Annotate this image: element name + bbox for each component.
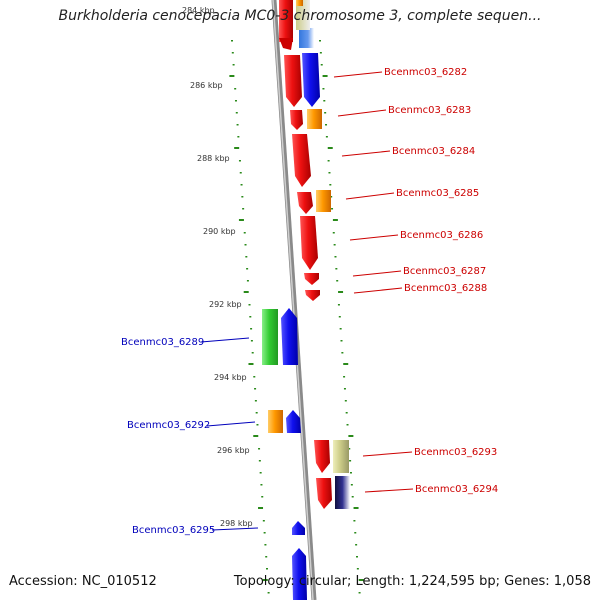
gene-feature-6289[interactable] [262,309,278,365]
gene-label-6293[interactable]: Bcenmc03_6293 [414,447,497,458]
top-cut-kbp-label: 284 kbp [182,6,215,15]
gene-feature-bottom-blue[interactable] [292,548,307,600]
gene-feature-6283-orange[interactable] [307,109,322,129]
gene-feature-6292[interactable] [268,410,283,433]
leader-line-6295 [211,527,259,531]
gene-feature-top-red-arrow [279,38,293,50]
gene-label-6283[interactable]: Bcenmc03_6283 [388,105,471,116]
gene-label-6285[interactable]: Bcenmc03_6285 [396,188,479,199]
gene-feature-6294[interactable] [316,478,332,509]
gene-label-6284[interactable]: Bcenmc03_6284 [392,146,475,157]
gene-label-6294[interactable]: Bcenmc03_6294 [415,484,498,495]
gene-feature-6283[interactable] [290,110,303,130]
gene-feature-6287[interactable] [304,273,319,285]
gene-feature-6289-blue[interactable] [281,308,298,365]
gene-feature-6292-blue[interactable] [286,410,301,433]
gene-feature-6295[interactable] [292,521,305,535]
gene-feature-6293-khaki[interactable] [333,440,349,473]
kbp-ticks [229,40,364,594]
gene-feature-top-bluewhite[interactable] [299,28,314,48]
leader-line-6294 [364,488,414,493]
leader-line-6282 [333,71,383,78]
genome-summary-text: Topology: circular; Length: 1,224,595 bp… [233,574,591,589]
gene-label-6288[interactable]: Bcenmc03_6288 [404,283,487,294]
gene-feature-6286[interactable] [300,216,318,270]
accession-text: Accession: NC_010512 [9,574,157,589]
backbone-highlight [272,0,314,600]
gene-feature-6282[interactable] [284,55,302,107]
gene-feature-6294-navy[interactable] [335,476,350,509]
gene-feature-top-orange[interactable] [296,0,303,6]
kbp-label-294: 294 kbp [214,373,247,382]
gene-feature-6293[interactable] [314,440,330,473]
gene-feature-6282-blue[interactable] [302,53,320,107]
gene-feature-6285[interactable] [297,192,313,214]
page-title: Burkholderia cenocepacia MC0-3 chromosom… [58,8,542,24]
kbp-label-298: 298 kbp [220,519,253,528]
gene-feature-top-khaki[interactable] [296,0,310,30]
gene-label-6295[interactable]: Bcenmc03_6295 [132,525,215,536]
kbp-label-288: 288 kbp [197,154,230,163]
kbp-label-286: 286 kbp [190,81,223,90]
leader-line-6293 [362,451,413,457]
leader-line-6285 [345,192,395,200]
gene-label-6292[interactable]: Bcenmc03_6292 [127,420,210,431]
gene-feature-top-red[interactable] [279,0,293,42]
leader-line-6284 [341,150,391,157]
leader-line-6289 [200,337,250,343]
gene-label-6286[interactable]: Bcenmc03_6286 [400,230,483,241]
gene-feature-6285-orange[interactable] [316,190,331,212]
kbp-label-296: 296 kbp [217,446,250,455]
gene-label-6287[interactable]: Bcenmc03_6287 [403,266,486,277]
leader-line-6286 [349,234,399,241]
kbp-label-292: 292 kbp [209,300,242,309]
leader-line-6292 [206,421,256,427]
leader-line-6287 [352,270,402,277]
gene-label-6289[interactable]: Bcenmc03_6289 [121,337,204,348]
leader-line-6288 [353,287,403,294]
kbp-label-290: 290 kbp [203,227,236,236]
gene-feature-6284[interactable] [292,134,311,187]
gene-feature-6288[interactable] [305,290,320,301]
leader-line-6283 [337,109,387,117]
backbone-line [271,0,317,600]
gene-label-6282[interactable]: Bcenmc03_6282 [384,67,467,78]
